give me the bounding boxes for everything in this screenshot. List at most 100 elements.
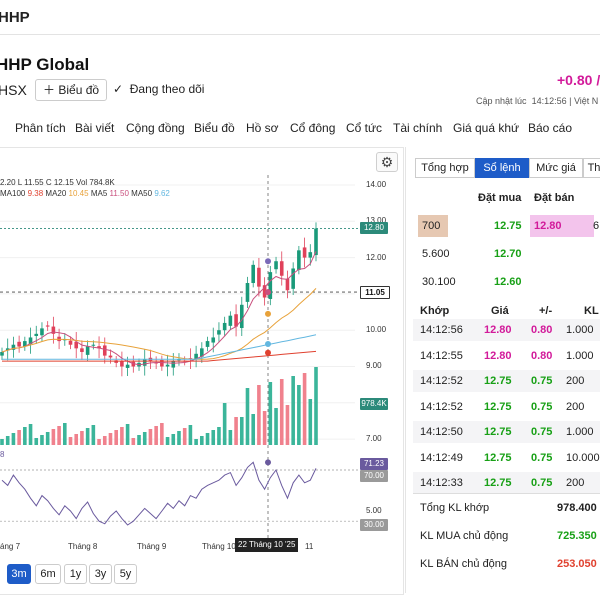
ob-sell-price: 12.80: [534, 220, 562, 232]
trade-price: 12.75: [484, 426, 512, 438]
ob-buy-vol: 700: [422, 220, 441, 232]
trade-vol: 200: [566, 375, 585, 387]
rsi-tag: 71.23: [360, 458, 388, 470]
plus-icon: ＋: [43, 83, 56, 97]
volume-bar: [45, 432, 50, 445]
tab-more[interactable]: Th: [583, 158, 600, 178]
candle-body: [165, 364, 170, 367]
ma100-line: [2, 350, 317, 362]
candle-body: [108, 355, 113, 358]
volume-bar: [279, 379, 284, 445]
candle-body: [23, 341, 27, 347]
ma-legend: MA100 9.38 MA20 10.45 MA5 11.50 MA50 9.6…: [0, 189, 170, 198]
tab-tong-hop[interactable]: Tổng hợp: [415, 158, 475, 178]
range-5y[interactable]: 5y: [114, 564, 137, 584]
tab-muc-gia[interactable]: Mức giá: [529, 158, 583, 178]
volume-bar: [23, 427, 27, 445]
candle-body: [222, 322, 227, 331]
crosshair-marker: [265, 340, 271, 347]
ob-buy-price: 12.70: [494, 248, 522, 260]
nav-gia-qua-khu[interactable]: Giá quá khứ: [453, 121, 520, 135]
candle-body: [160, 359, 164, 367]
candle-body: [257, 267, 261, 287]
candle-body: [302, 247, 307, 258]
candle-body: [200, 348, 204, 357]
range-3y[interactable]: 3y: [89, 564, 112, 584]
x-label: 11: [305, 542, 314, 551]
range-3m[interactable]: 3m: [7, 564, 31, 584]
nav-tai-chinh[interactable]: Tài chính: [393, 121, 443, 135]
nav-cong-dong[interactable]: Cộng đồng: [126, 121, 185, 135]
nav-co-tuc[interactable]: Cổ tức: [346, 121, 383, 135]
trade-change: 0.75: [531, 426, 553, 438]
nav-co-dong[interactable]: Cổ đông: [290, 121, 336, 135]
volume-bar: [97, 439, 101, 445]
volume-bar: [142, 432, 147, 445]
trade-change: 0.75: [531, 451, 553, 464]
ob-buy-price: 12.60: [494, 276, 522, 288]
gear-icon[interactable]: ⚙: [376, 152, 398, 172]
crosshair-marker: [265, 258, 271, 265]
volume-bar: [217, 427, 221, 445]
volume-bar: [120, 427, 124, 445]
summary-value: 253.050: [557, 558, 597, 570]
candle-body: [142, 359, 147, 366]
candle-body: [291, 268, 295, 289]
trade-vol: 1.000: [566, 324, 594, 336]
volume-bar: [57, 426, 61, 445]
candle-body: [239, 304, 244, 329]
trade-change: 0.75: [531, 400, 553, 413]
nav-bao-cao[interactable]: Báo cáo: [528, 121, 573, 135]
nav-bieu-do[interactable]: Biểu đồ: [194, 121, 235, 135]
tab-so-lenh[interactable]: Sổ lệnh: [475, 158, 529, 178]
volume-bar: [114, 430, 118, 445]
volume-bar: [308, 399, 313, 445]
ma5-label: MA5: [90, 189, 108, 198]
volume-bar: [165, 437, 170, 445]
trade-price: 12.80: [484, 324, 512, 336]
nav-ho-so[interactable]: Hồ sơ: [246, 121, 279, 135]
volume-tag: 978.4K: [360, 398, 388, 410]
ma20-line: [1, 288, 317, 360]
volume-bar: [257, 385, 261, 445]
candle-body: [0, 351, 4, 356]
range-6m[interactable]: 6m: [35, 564, 61, 584]
volume-bar: [245, 388, 250, 445]
candle-body: [285, 278, 290, 291]
candle-body: [245, 283, 250, 302]
trade-vol: 1.000: [566, 426, 594, 438]
trade-change: 0.80: [531, 349, 553, 362]
ma5-line: [1, 251, 317, 366]
candle-body: [51, 326, 56, 334]
nav-phan-tich[interactable]: Phân tích: [15, 121, 66, 135]
volume-bar: [188, 425, 193, 445]
nav-bai-viet[interactable]: Bài viết: [75, 121, 115, 135]
volume-bar: [302, 373, 307, 445]
price-tick: 14.00: [366, 180, 387, 189]
ob-buy-vol: 5.600: [422, 248, 450, 260]
candle-body: [102, 345, 107, 356]
trade-time: 14:12:49: [420, 451, 463, 464]
volume-bar: [0, 439, 4, 445]
candle-body: [45, 325, 50, 327]
range-1y[interactable]: 1y: [64, 564, 87, 584]
x-label: Tháng 9: [137, 542, 167, 551]
volume-bar: [211, 430, 216, 445]
x-label: áng 7: [0, 542, 21, 551]
trades-vol-header: KL: [584, 305, 599, 317]
price-tick: 12.00: [366, 253, 387, 262]
trade-row-bg: [413, 319, 600, 341]
exchange-label: HSX: [0, 82, 27, 98]
follow-button[interactable]: ✓ Đang theo dõi: [113, 82, 204, 96]
candle-body: [234, 314, 238, 327]
candle-body: [194, 353, 198, 360]
candle-body: [5, 348, 10, 351]
trade-vol: 10.000: [566, 451, 600, 464]
candle-body: [274, 261, 278, 270]
ob-buy-header: Đặt mua: [478, 192, 522, 204]
volume-bar: [160, 423, 164, 445]
volume-bar: [148, 429, 153, 445]
chart-button[interactable]: ＋ Biểu đồ: [35, 79, 108, 101]
trade-row-bg: [413, 421, 600, 443]
